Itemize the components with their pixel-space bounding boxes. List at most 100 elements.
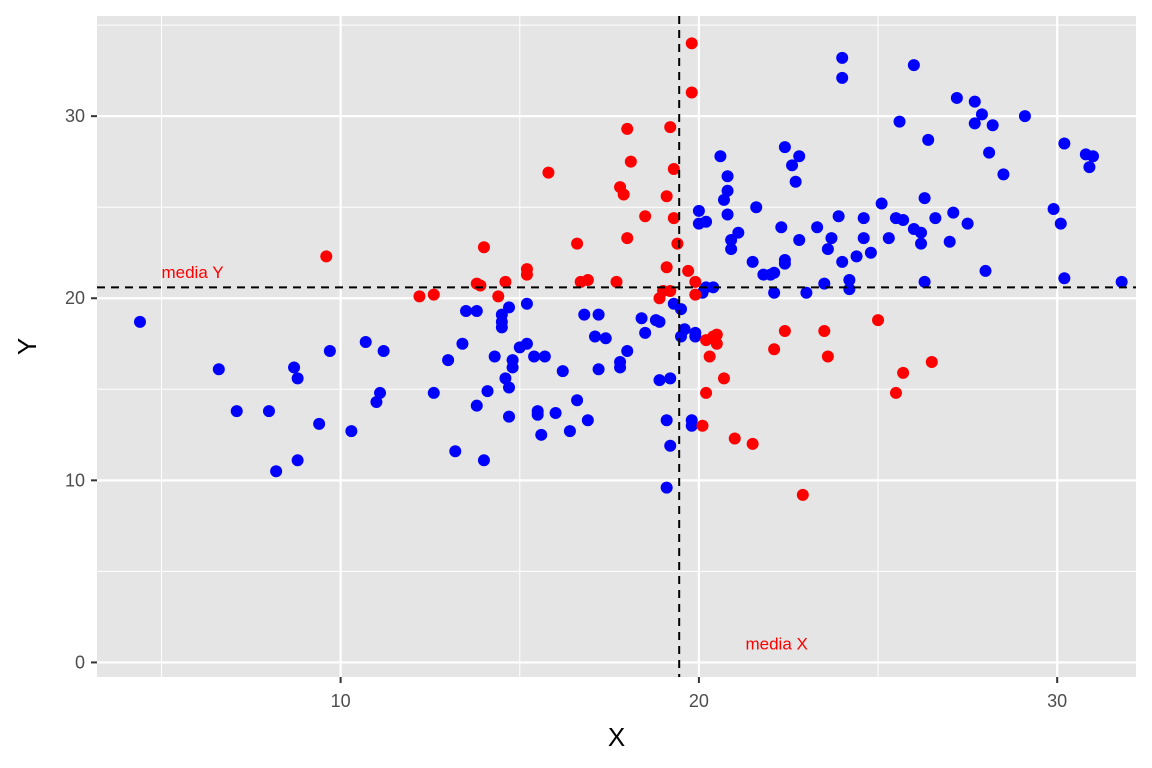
- data-point-blue: [589, 330, 602, 343]
- data-point-blue: [621, 345, 634, 358]
- data-point-blue: [778, 257, 791, 270]
- data-point-blue: [427, 386, 440, 399]
- data-point-blue: [750, 201, 763, 214]
- data-point-blue: [345, 425, 358, 438]
- data-point-blue: [481, 385, 494, 398]
- mean-reference-lines: [97, 16, 1136, 677]
- data-point-red: [685, 86, 698, 99]
- data-point-blue: [947, 206, 960, 219]
- data-point-blue: [882, 232, 895, 245]
- y-tick-label: 10: [65, 470, 85, 490]
- data-point-blue: [635, 312, 648, 325]
- data-point-red: [320, 250, 333, 263]
- data-point-red: [818, 325, 831, 338]
- data-point-red: [660, 190, 673, 203]
- data-point-red: [542, 166, 555, 179]
- data-point-blue: [664, 372, 677, 385]
- x-tick-label: 20: [689, 691, 709, 711]
- data-point-red: [621, 232, 634, 245]
- data-point-blue: [789, 175, 802, 188]
- data-point-red: [897, 366, 910, 379]
- data-point-red: [889, 386, 902, 399]
- data-point-blue: [377, 345, 390, 358]
- data-point-blue: [857, 212, 870, 225]
- data-point-blue: [843, 274, 856, 287]
- data-point-red: [710, 328, 723, 341]
- data-point-blue: [660, 481, 673, 494]
- data-point-red: [664, 121, 677, 134]
- data-point-red: [796, 488, 809, 501]
- data-point-red: [821, 350, 834, 363]
- data-point-blue: [700, 215, 713, 228]
- data-point-blue: [503, 301, 516, 314]
- data-point-blue: [836, 71, 849, 84]
- data-point-blue: [664, 439, 677, 452]
- data-point-red: [520, 268, 533, 281]
- y-tick-label: 20: [65, 288, 85, 308]
- data-point-blue: [653, 315, 666, 328]
- data-point-blue: [786, 159, 799, 172]
- data-point-red: [624, 155, 637, 168]
- data-point-blue: [979, 264, 992, 277]
- data-point-red: [710, 337, 723, 350]
- data-point-blue: [915, 226, 928, 239]
- data-point-red: [610, 275, 623, 288]
- data-point-blue: [230, 405, 243, 418]
- x-axis-title: X: [608, 722, 625, 752]
- data-point-blue: [836, 51, 849, 64]
- data-point-blue: [778, 141, 791, 154]
- data-point-blue: [800, 286, 813, 299]
- data-point-blue: [975, 108, 988, 121]
- data-point-red: [778, 325, 791, 338]
- plot-panel: [97, 16, 1136, 677]
- data-point-red: [682, 264, 695, 277]
- data-point-blue: [535, 428, 548, 441]
- data-point-blue: [968, 95, 981, 108]
- data-point-blue: [674, 303, 687, 316]
- annotation-label: media Y: [161, 263, 223, 282]
- data-point-blue: [1115, 275, 1128, 288]
- data-point-blue: [825, 232, 838, 245]
- data-point-blue: [323, 345, 336, 358]
- data-point-blue: [943, 235, 956, 248]
- data-point-blue: [563, 425, 576, 438]
- data-point-blue: [1058, 137, 1071, 150]
- data-point-blue: [531, 408, 544, 421]
- y-axis-title: Y: [12, 338, 42, 355]
- data-point-blue: [549, 406, 562, 419]
- data-point-blue: [488, 350, 501, 363]
- data-point-blue: [506, 354, 519, 367]
- data-point-blue: [556, 365, 569, 378]
- y-tick-label: 0: [75, 652, 85, 672]
- data-point-blue: [721, 184, 734, 197]
- data-point-blue: [599, 332, 612, 345]
- data-point-blue: [986, 119, 999, 132]
- data-point-blue: [689, 326, 702, 339]
- data-point-blue: [291, 454, 304, 467]
- data-point-blue: [456, 337, 469, 350]
- data-point-blue: [1047, 203, 1060, 216]
- data-point-blue: [578, 308, 591, 321]
- data-point-red: [746, 437, 759, 450]
- data-point-blue: [660, 414, 673, 427]
- data-point-blue: [1087, 150, 1100, 163]
- data-point-blue: [717, 193, 730, 206]
- data-point-blue: [961, 217, 974, 230]
- data-point-blue: [929, 212, 942, 225]
- data-point-blue: [678, 323, 691, 336]
- data-point-red: [617, 188, 630, 201]
- x-tick-label: 10: [331, 691, 351, 711]
- data-point-blue: [768, 286, 781, 299]
- data-point-blue: [288, 361, 301, 374]
- data-point-red: [671, 237, 684, 250]
- data-point-blue: [639, 326, 652, 339]
- data-point-red: [667, 162, 680, 175]
- data-point-blue: [374, 386, 387, 399]
- data-point-red: [689, 275, 702, 288]
- data-point-blue: [470, 399, 483, 412]
- annotations: media Y media X: [161, 263, 807, 653]
- data-point-blue: [983, 146, 996, 159]
- data-point-blue: [370, 396, 383, 409]
- data-point-red: [621, 122, 634, 135]
- data-point-blue: [893, 115, 906, 128]
